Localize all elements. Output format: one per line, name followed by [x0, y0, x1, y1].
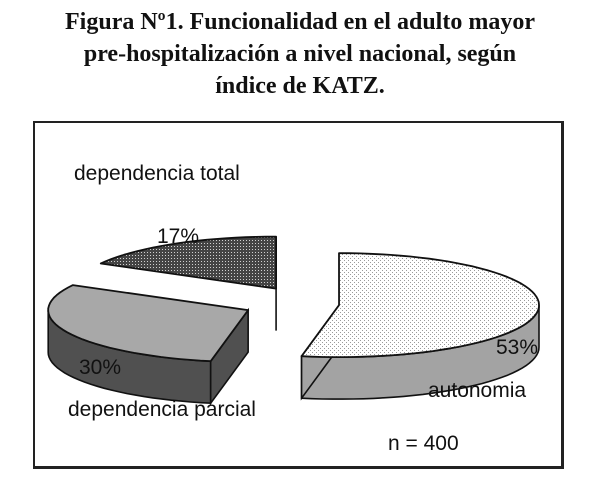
chart-title-line-2: pre-hospitalización a nivel nacional, se… [83, 41, 517, 67]
slice-top-autonomia [300, 252, 540, 358]
value-dependencia-total: 17% [157, 225, 199, 248]
label-dependencia-parcial: dependencia parcial [68, 398, 256, 421]
slice-top-dependencia-total [99, 235, 277, 290]
slice-top-dependencia-parcial [47, 284, 250, 363]
slice-autonomia [300, 252, 540, 401]
sample-size-annotation: n = 400 [388, 432, 459, 455]
label-dependencia-total: dependencia total [74, 162, 240, 185]
label-autonomia: autonomia [428, 379, 526, 402]
chart-title-line-3: índice de KATZ. [215, 73, 385, 99]
slice-dependencia-parcial [47, 284, 250, 406]
chart-title-line-1: Figura Nº1. Funcionalidad en el adulto m… [65, 9, 535, 35]
value-dependencia-parcial: 30% [79, 356, 121, 379]
value-autonomia: 53% [496, 336, 538, 359]
slice-dependencia-total [99, 235, 277, 331]
chart-title: Figura Nº1. Funcionalidad en el adulto m… [0, 6, 600, 102]
